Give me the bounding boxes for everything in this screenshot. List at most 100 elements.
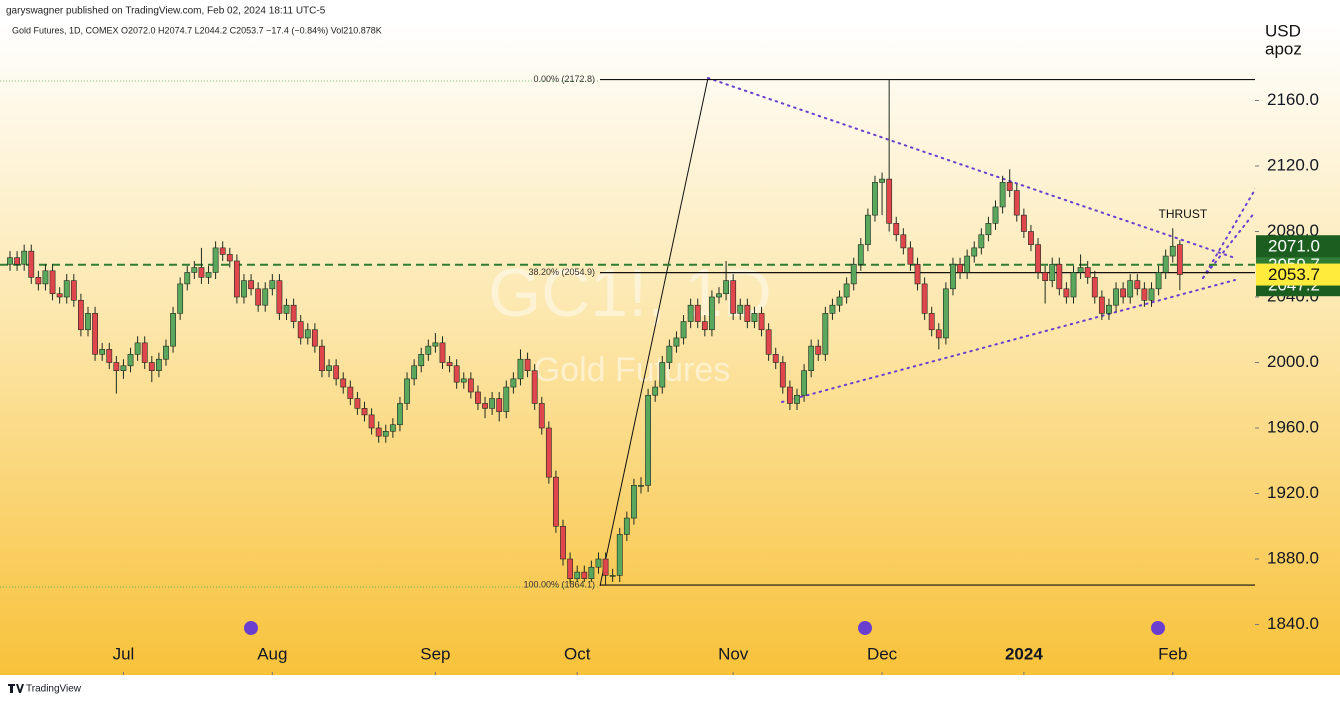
- event-icon: [858, 621, 872, 635]
- candle-body: [595, 558, 602, 568]
- candle-body: [822, 313, 829, 355]
- candle-body: [411, 365, 418, 380]
- fib-label: 100.00% (1864.1): [523, 579, 595, 589]
- candle-body: [1091, 277, 1098, 298]
- candle-body: [864, 214, 871, 245]
- candle-body: [1020, 214, 1027, 232]
- candle-body: [907, 247, 914, 265]
- candle-body: [942, 288, 949, 339]
- candle-body: [460, 378, 467, 383]
- candle-body: [1141, 288, 1148, 301]
- candle-body: [531, 370, 538, 404]
- candle-body: [1120, 288, 1127, 298]
- x-tick-label: Dec: [867, 644, 898, 663]
- y-tick-label: 1960.0: [1267, 417, 1319, 436]
- y-tick-label: 1840.0: [1267, 614, 1319, 633]
- candle-body: [1049, 263, 1056, 281]
- candle-body: [694, 304, 701, 322]
- y-tick-label: 2080.0: [1267, 221, 1319, 240]
- candle-body: [503, 386, 510, 412]
- candle-body: [170, 313, 176, 347]
- candle-body: [319, 345, 325, 371]
- candle-body: [99, 349, 106, 355]
- candle-body: [382, 430, 389, 437]
- x-tick-label: 2024: [1005, 644, 1043, 663]
- price-label-box: [1256, 235, 1340, 258]
- candle-body: [311, 329, 318, 347]
- candle-body: [879, 178, 885, 183]
- event-icons: [244, 621, 1165, 635]
- candle-body: [1155, 272, 1162, 290]
- candle-body: [623, 517, 630, 535]
- thrust-line: [1202, 211, 1255, 279]
- candle-body: [723, 280, 729, 295]
- footer-bar: [0, 675, 1340, 701]
- candle-body: [113, 362, 120, 371]
- candle-body: [588, 566, 595, 579]
- candle-body: [92, 313, 98, 355]
- candle-body: [1006, 182, 1013, 191]
- candle-body: [106, 349, 113, 363]
- candle-body: [297, 321, 304, 339]
- footer-brand: TradingView: [26, 684, 82, 695]
- candle-body: [935, 329, 942, 339]
- candle-body: [120, 365, 127, 371]
- candle-body: [794, 394, 800, 404]
- candle-body: [148, 362, 155, 371]
- candle-body: [659, 362, 666, 388]
- candle-body: [709, 296, 715, 331]
- candle-body: [1077, 267, 1084, 273]
- candle-body: [1042, 272, 1049, 281]
- candle-body: [453, 365, 460, 383]
- candle-body: [517, 358, 524, 380]
- candle-body: [971, 247, 978, 257]
- publisher-header: garyswagner published on TradingView.com…: [6, 6, 326, 17]
- candle-body: [255, 288, 262, 306]
- candle-body: [900, 234, 907, 249]
- candle-body: [262, 288, 269, 306]
- candle-body: [191, 267, 198, 273]
- candle-body: [808, 345, 815, 371]
- unit: apoz: [1265, 39, 1302, 58]
- candle-body: [269, 280, 276, 290]
- candle-body: [985, 223, 992, 236]
- candle-body: [730, 280, 737, 314]
- candle-body: [70, 280, 77, 301]
- candle-body: [155, 358, 162, 371]
- candle-body: [1162, 255, 1169, 273]
- x-tick-label: Nov: [718, 644, 749, 663]
- y-tick-label: 2000.0: [1267, 352, 1319, 371]
- candle-body: [1070, 272, 1077, 298]
- candle-body: [241, 280, 247, 298]
- candle-body: [843, 283, 850, 298]
- upper-trendline: [707, 77, 1236, 259]
- plot-area: 0.00% (2172.8) 38.20% (2054.9) 100.00% (18…: [0, 74, 1255, 589]
- candle-body: [538, 403, 545, 429]
- candle-body: [602, 558, 609, 576]
- candle-body: [425, 345, 432, 355]
- candle-body: [127, 354, 134, 367]
- candle-body: [914, 263, 921, 285]
- candle-body: [198, 267, 205, 278]
- candle-body: [999, 182, 1006, 208]
- candle-body: [638, 485, 644, 487]
- candle-body: [49, 270, 56, 295]
- candle-body: [801, 370, 807, 396]
- candle-body: [375, 427, 382, 437]
- candle-body: [404, 378, 410, 404]
- lower-trendline: [781, 279, 1236, 403]
- candle-body: [333, 365, 340, 380]
- candle-body: [978, 234, 985, 249]
- annotation: THRUST: [1159, 207, 1208, 221]
- candle-body: [368, 414, 375, 429]
- candle-body: [850, 263, 857, 285]
- candle-body: [35, 277, 42, 285]
- candle-body: [553, 476, 559, 527]
- watermark-name: Gold Futures: [534, 351, 731, 389]
- candle-body: [389, 424, 396, 432]
- candle-body: [397, 403, 403, 426]
- event-icon: [1151, 621, 1165, 635]
- candle-body: [1113, 288, 1119, 306]
- fib-trend-line: [599, 77, 709, 587]
- candle-body: [581, 571, 588, 579]
